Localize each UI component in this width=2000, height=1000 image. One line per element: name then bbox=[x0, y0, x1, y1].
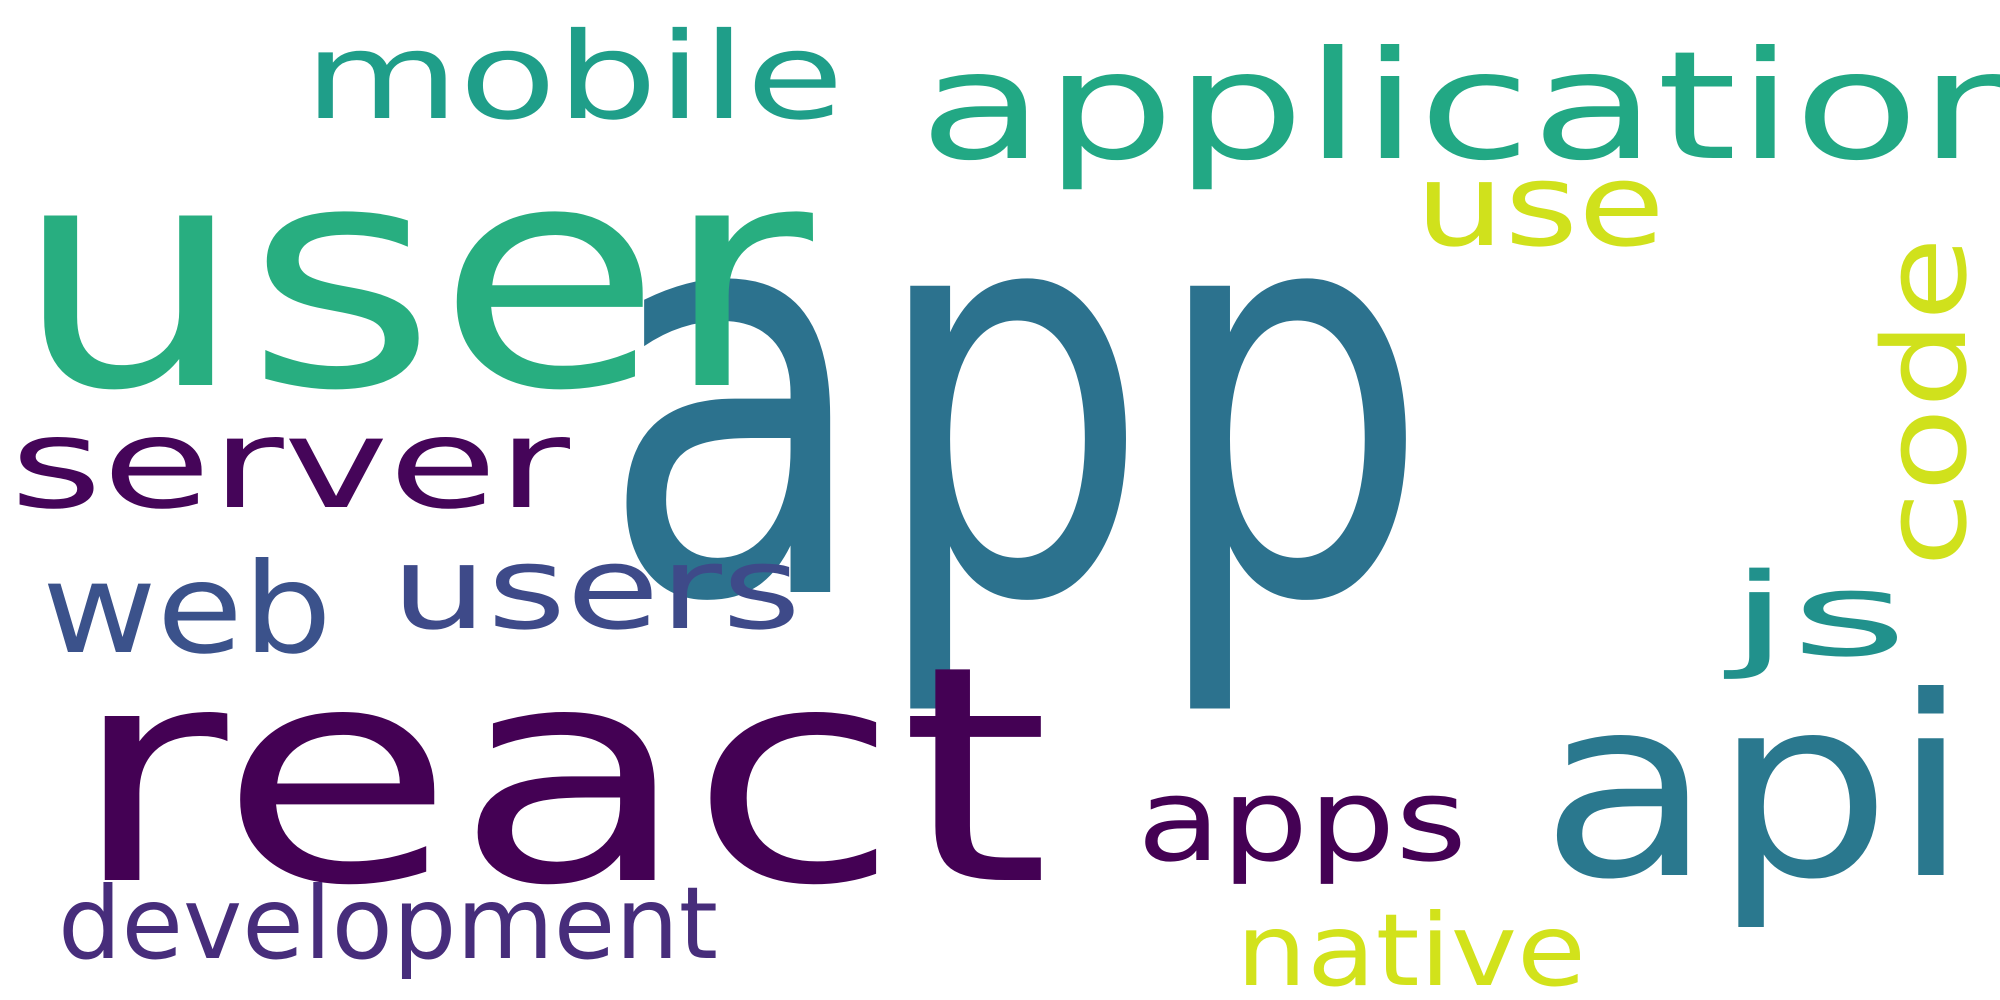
word-server: server bbox=[10, 392, 571, 537]
word-web: web bbox=[42, 537, 332, 682]
word-development: development bbox=[58, 865, 718, 982]
word-app: app bbox=[600, 73, 1430, 725]
word-use: use bbox=[1415, 139, 1665, 273]
word-code: code bbox=[1859, 237, 1993, 567]
word-js: js bbox=[1722, 549, 1908, 683]
word-apps: apps bbox=[1137, 754, 1467, 888]
word-mobile: mobile bbox=[304, 8, 844, 147]
word-native: native bbox=[1236, 892, 1586, 1000]
word-api: api bbox=[1540, 643, 1970, 934]
word-application: application bbox=[919, 20, 2000, 194]
word-users: users bbox=[391, 522, 801, 656]
word-react: react bbox=[70, 602, 1050, 951]
word-user: user bbox=[13, 98, 817, 459]
